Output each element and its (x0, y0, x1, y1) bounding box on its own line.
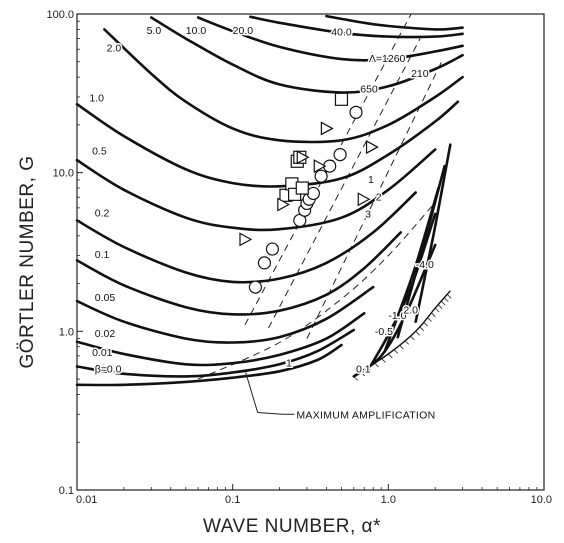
boundary-hatch (360, 371, 365, 377)
triangle-point (313, 159, 327, 174)
series-line (75, 312, 366, 367)
x-tick-label: 0.1 (225, 494, 240, 506)
triangle-point (277, 197, 291, 212)
annotation-leader (245, 372, 295, 415)
series-line (196, 16, 464, 62)
boundary-hatch (431, 312, 436, 318)
curve-label: 3 (365, 209, 371, 221)
boundary-hatch (423, 321, 428, 327)
circle-point (248, 280, 263, 294)
curve-label: 1 (368, 174, 374, 186)
series-line (325, 14, 464, 31)
lower-branch-line (396, 164, 446, 339)
square-point (295, 181, 309, 195)
plot-frame (76, 13, 545, 491)
boundary-hatch (409, 335, 415, 341)
curve-label: 20.0 (233, 25, 254, 37)
curve-label: 650 (360, 84, 378, 96)
x-axis-label: WAVE NUMBER, α* (203, 516, 381, 537)
max-amplification-line (197, 202, 436, 380)
curve-label: 0.02 (95, 328, 116, 340)
curve-labels: β=0.0 0.01 0.02 0.05 0.1 0.2 0.5 1.0 2.0 5.0 10.0 2… (88, 23, 436, 377)
curve-label: 40.0 (331, 27, 352, 39)
series-line (75, 328, 356, 378)
triangle-point (357, 192, 371, 207)
boundary-hatch (367, 367, 372, 372)
curve-label: 2 (376, 191, 382, 203)
series-line (75, 100, 460, 188)
y-tick-label: 100.0 (46, 9, 74, 21)
boundary-hatch (446, 294, 452, 299)
curve-label: 10.0 (186, 25, 207, 37)
boundary-hatch (381, 358, 386, 363)
annotation-text: MAXIMUM AMPLIFICATION (296, 409, 435, 421)
stability-boundary (353, 290, 451, 377)
curve-label: β=0.0 (95, 364, 122, 376)
boundary-hatch (404, 340, 410, 345)
stability-curves (75, 14, 464, 387)
circle-point (314, 169, 328, 183)
curve-label: 0.1 (95, 249, 110, 261)
curve-label: 5.0 (147, 25, 162, 37)
curve-label: 2.0 (403, 304, 418, 316)
curve-label: -1.0 (388, 310, 406, 322)
dashed-reference-line (306, 61, 443, 339)
y-tick-label: 10.0 (53, 168, 74, 180)
boundary-hatch (393, 349, 399, 354)
annotation-group: MAXIMUM AMPLIFICATION (245, 372, 435, 421)
curve-label: 0.01 (92, 347, 113, 359)
curve-label: 0.2 (95, 207, 110, 219)
triangle-point (320, 121, 334, 136)
lower-branch-line (414, 143, 452, 323)
boundary-hatch (388, 353, 393, 359)
series-line (75, 148, 437, 232)
curve-label: 0.05 (95, 292, 116, 304)
curve-label: 0.1 (356, 364, 371, 376)
series-line (75, 343, 343, 387)
data-points (239, 92, 379, 294)
series-line (75, 285, 375, 344)
circle-point (349, 105, 363, 119)
triangle-point (296, 150, 310, 165)
y-tick-label: 1.0 (59, 326, 74, 338)
circle-point (257, 256, 272, 270)
boundary-hatch (374, 362, 379, 368)
boundary-hatch (415, 331, 421, 336)
dashed-lines (197, 13, 443, 380)
boundary-hatch (443, 297, 449, 303)
boundary-hatch (437, 304, 443, 309)
curve-label: 2.0 (107, 43, 122, 55)
triangle-point (239, 232, 253, 247)
boundary-hatch (399, 344, 404, 350)
dashed-reference-line (268, 38, 421, 329)
curve-label: 1 (286, 358, 292, 370)
curve-label: -4.0 (416, 259, 434, 271)
circle-point (333, 147, 347, 162)
boundary-hatch (427, 317, 432, 322)
curve-label: Λ=1260 (369, 53, 406, 65)
boundary-hatch (353, 376, 359, 381)
y-tick-label: 0.1 (59, 485, 74, 497)
series-line (150, 16, 464, 94)
curve-label: 210 (411, 68, 429, 80)
series-line (75, 231, 402, 316)
x-tick-label: 0.01 (76, 494, 97, 506)
circle-point (265, 242, 280, 256)
boundary-hatch (440, 300, 446, 306)
y-axis-label: GÖRTLER NUMBER, G (17, 156, 38, 369)
x-tick-label: 1.0 (381, 494, 396, 506)
curve-label: -0.5 (375, 326, 393, 338)
curve-label: 1.0 (89, 93, 104, 105)
circle-point (306, 186, 320, 201)
square-point (334, 92, 349, 106)
curve-label: 0.5 (92, 146, 107, 158)
x-tick-label: 10.0 (531, 494, 552, 506)
series-line (103, 28, 464, 144)
triangle-point (365, 140, 379, 155)
series-line (249, 15, 464, 39)
boundary-hatch (419, 326, 424, 331)
boundary-hatch (434, 307, 440, 313)
